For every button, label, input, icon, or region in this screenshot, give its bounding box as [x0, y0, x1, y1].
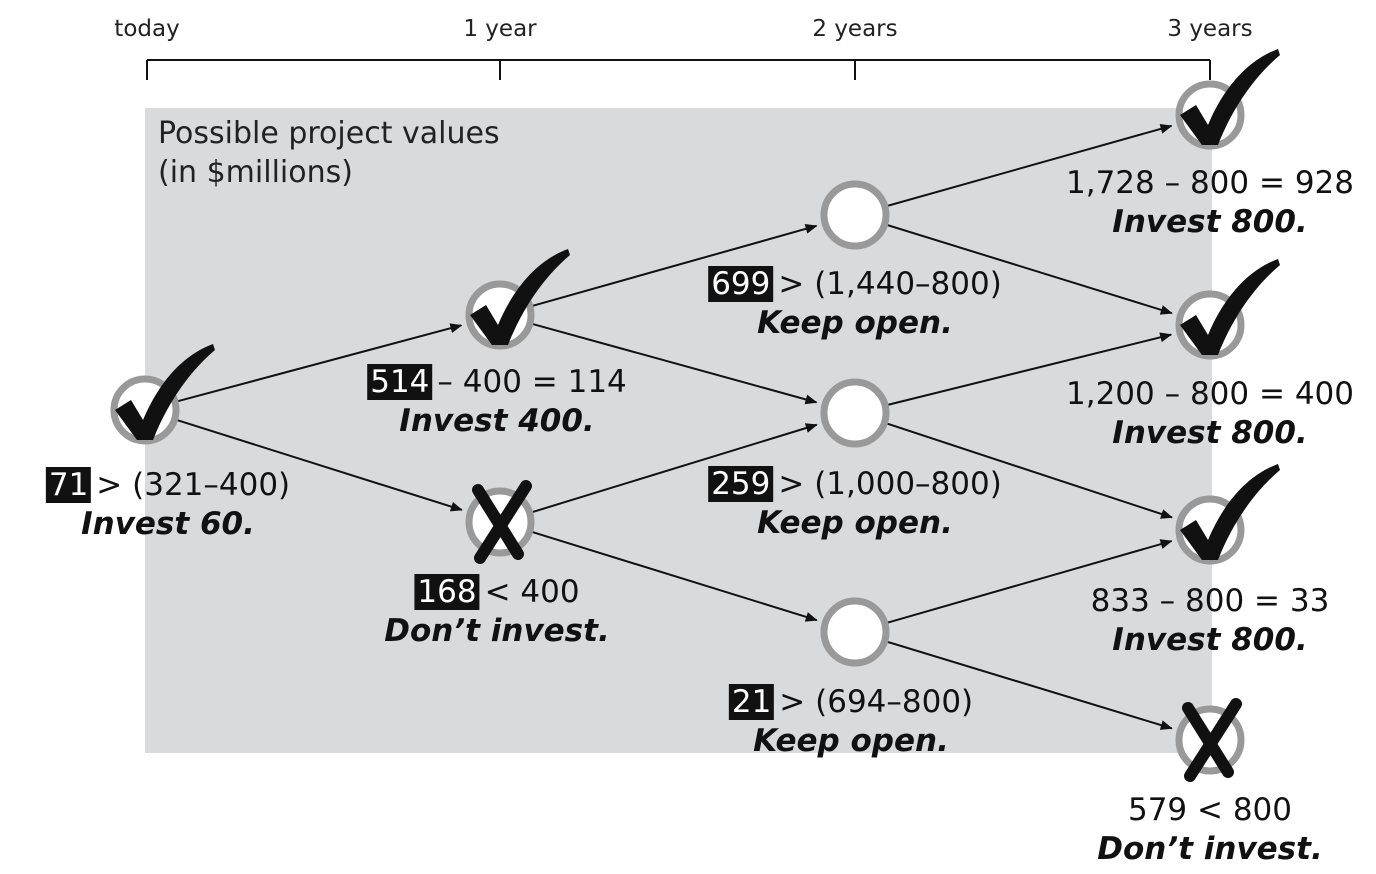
node-text: > (694–800): [779, 684, 974, 720]
node-label: 514– 400 = 114: [367, 364, 627, 400]
arrow: [177, 419, 463, 512]
node-action: Invest 60.: [81, 506, 255, 542]
node-action: Keep open.: [757, 305, 953, 341]
node-action: Keep open.: [753, 723, 949, 759]
node-label: 1,728 – 800 = 928: [1066, 165, 1354, 201]
node-circle: [820, 180, 890, 250]
node-action: Don’t invest.: [384, 613, 610, 649]
arrow: [532, 323, 818, 405]
arrow: [887, 332, 1173, 406]
node-text: > (1,000–800): [778, 466, 1002, 502]
node: [1175, 698, 1245, 782]
nodes: [110, 49, 1280, 782]
arrow: [532, 224, 818, 307]
value-badge: 71: [45, 467, 92, 503]
node-text: 579 < 800: [1127, 792, 1293, 828]
node: [820, 378, 890, 448]
value-badge: 168: [414, 574, 480, 610]
node-text: > (1,440–800): [778, 266, 1002, 302]
node-action: Invest 800.: [1112, 415, 1308, 451]
node-text: > (321–400): [96, 467, 291, 503]
node: [1175, 49, 1280, 150]
timeline-label: 2 years: [812, 16, 898, 42]
node-action: Invest 800.: [1112, 622, 1308, 658]
node-circle: [820, 378, 890, 448]
value-badge: 259: [708, 466, 774, 502]
node: [110, 344, 215, 445]
node-action: Don’t invest.: [1097, 831, 1323, 867]
arrow: [532, 531, 818, 622]
check-icon: [1180, 259, 1280, 355]
timeline-label: 3 years: [1167, 16, 1253, 42]
node-text: 1,200 – 800 = 400: [1066, 376, 1354, 412]
node-action: Invest 400.: [399, 403, 595, 439]
node-action: Keep open.: [757, 505, 953, 541]
timeline: [146, 59, 1211, 80]
node: [1175, 464, 1280, 565]
arrow: [887, 640, 1173, 730]
node-label: 259 > (1,000–800): [708, 466, 1002, 502]
arrow: [886, 422, 1173, 519]
check-icon: [115, 344, 215, 440]
check-icon: [1180, 464, 1280, 560]
node: [465, 249, 570, 350]
node-label: 21 > (694–800): [728, 684, 974, 720]
node-text: 833 – 800 = 33: [1090, 583, 1330, 619]
node-action: Invest 800.: [1112, 204, 1308, 240]
value-badge: 699: [708, 266, 774, 302]
arrow: [177, 323, 463, 403]
edges: [177, 124, 1173, 730]
node-circle: [820, 597, 890, 667]
panel-title: Possible project values: [158, 116, 500, 151]
arrow: [887, 124, 1173, 207]
panel-subtitle: (in $millions): [158, 155, 353, 190]
node-label: 579 < 800: [1128, 792, 1292, 828]
node: [820, 180, 890, 250]
node: [1175, 259, 1280, 360]
cross-icon: [1184, 698, 1242, 782]
panel: [145, 108, 1212, 753]
node: [465, 480, 535, 564]
node-label: 168 < 400: [414, 574, 580, 610]
node: [820, 597, 890, 667]
node-text: 1,728 – 800 = 928: [1066, 165, 1354, 201]
node-label: 71 > (321–400): [45, 467, 291, 503]
arrow: [887, 539, 1173, 624]
node-label: 833 – 800 = 33: [1091, 583, 1330, 619]
arrow: [887, 224, 1173, 315]
timeline-label: 1 year: [463, 16, 537, 42]
node-label: 1,200 – 800 = 400: [1066, 376, 1354, 412]
cross-icon: [474, 480, 532, 564]
value-badge: 514: [367, 364, 433, 400]
check-icon: [470, 249, 570, 345]
value-badge: 21: [728, 684, 775, 720]
node-label: 699 > (1,440–800): [708, 266, 1002, 302]
timeline-label: today: [114, 16, 180, 42]
arrow: [532, 423, 818, 513]
node-text: – 400 = 114: [437, 364, 627, 400]
check-icon: [1180, 49, 1280, 145]
node-text: < 400: [484, 574, 580, 610]
